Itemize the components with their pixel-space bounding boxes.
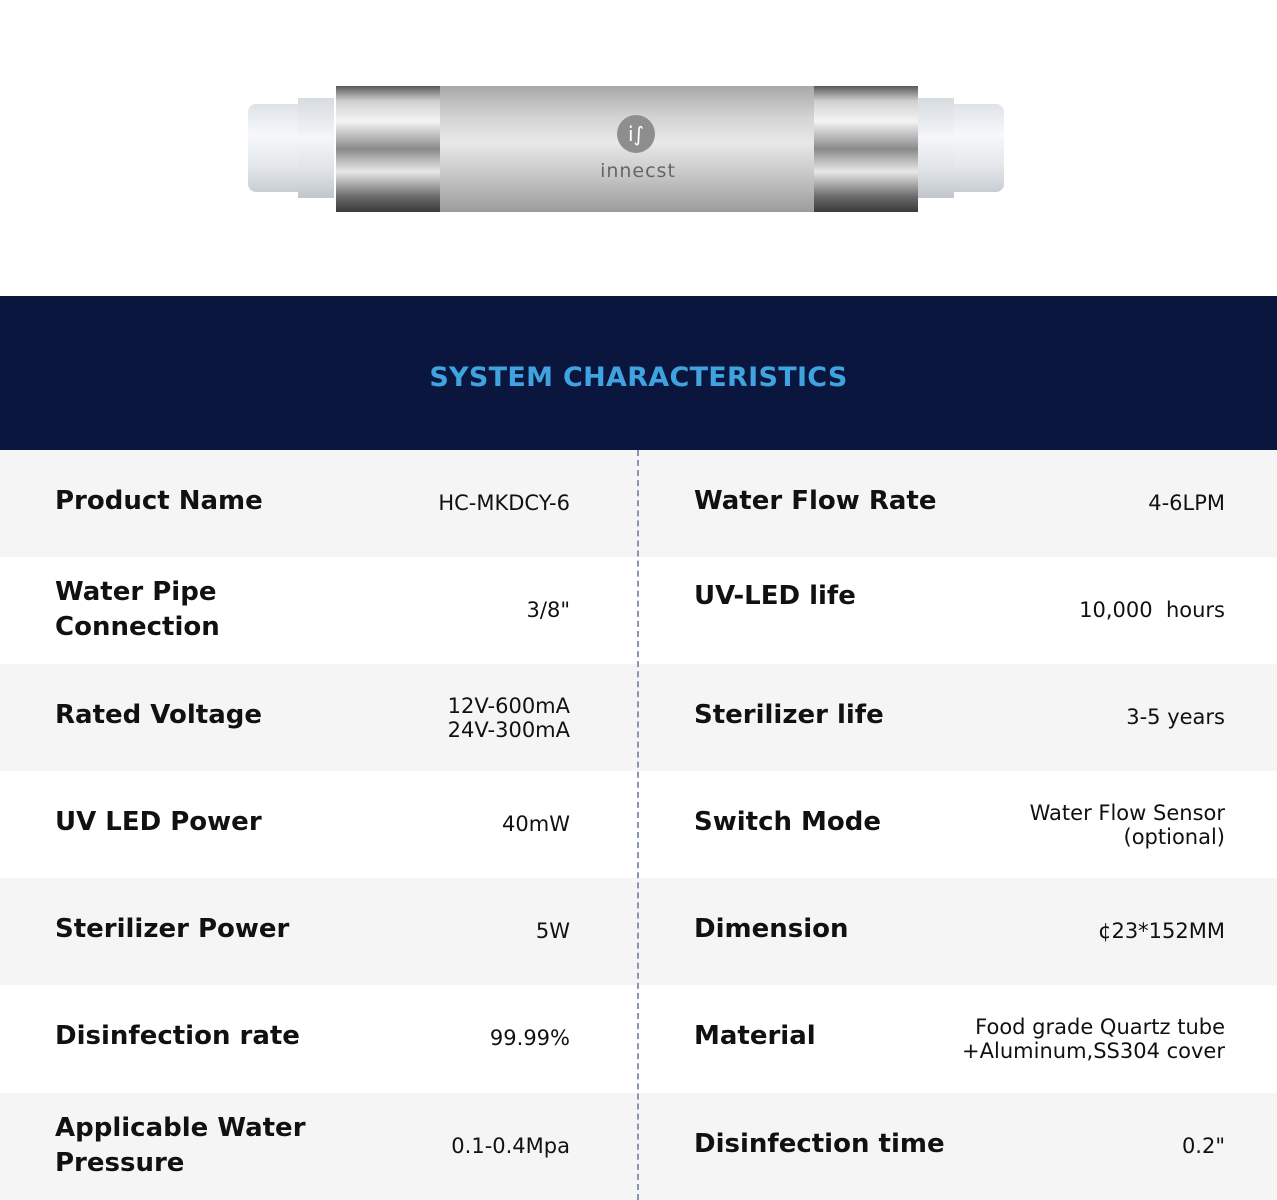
right-steel-band	[812, 86, 918, 212]
right-hex-nut	[918, 98, 954, 198]
spec-label: Sterilizer life	[694, 700, 884, 731]
spec-row: Water Pipe Connection 3/8" UV-LED life 10,0…	[0, 557, 1277, 664]
section-title: SYSTEM CHARACTERISTICS	[429, 362, 848, 393]
spec-value: 3/8"	[526, 598, 570, 623]
spec-row: UV LED Power 40mW Switch Mode Water Flow Se…	[0, 771, 1277, 878]
brand-logo-icon: i∫	[617, 115, 655, 153]
uv-sterilizer-product-image: i∫ innecst	[248, 86, 1004, 212]
spec-label: Disinfection rate	[55, 1021, 300, 1052]
spec-value: 0.1-0.4Mpa	[451, 1133, 570, 1158]
spec-value: ¢23*152MM	[1098, 919, 1225, 944]
spec-label: Switch Mode	[694, 807, 882, 838]
product-hero: i∫ innecst	[0, 0, 1277, 296]
left-steel-band	[336, 86, 442, 212]
spec-label: UV LED Power	[55, 807, 262, 838]
spec-label: Disinfection time	[694, 1128, 945, 1159]
spec-label: Material	[694, 1021, 816, 1052]
spec-value: Food grade Quartz tube +Aluminum,SS304 c…	[962, 1015, 1225, 1064]
left-hex-nut	[298, 98, 334, 198]
spec-value: 10,000 hours	[1079, 598, 1225, 623]
section-header: SYSTEM CHARACTERISTICS	[0, 296, 1277, 450]
column-divider	[637, 450, 639, 1200]
spec-value: 4-6LPM	[1148, 491, 1225, 515]
spec-row: Disinfection rate 99.99% Material Food grad…	[0, 985, 1277, 1092]
spec-label: Dimension	[694, 914, 849, 945]
spec-value: 5W	[535, 919, 570, 944]
spec-label: UV-LED life	[694, 581, 856, 612]
spec-label: Water Flow Rate	[694, 486, 937, 516]
spec-value: 99.99%	[489, 1026, 570, 1051]
brand-logo-text: innecst	[600, 160, 676, 182]
spec-label: Product Name	[55, 486, 263, 516]
spec-label: Rated Voltage	[55, 700, 262, 731]
spec-value: 0.2"	[1181, 1133, 1225, 1158]
spec-value: 40mW	[502, 812, 570, 837]
spec-value: 3-5 years	[1126, 705, 1225, 730]
spec-value: 12V-600mA 24V-300mA	[447, 694, 570, 743]
spec-label: Applicable Water Pressure	[55, 1112, 306, 1178]
spec-label: Water Pipe Connection	[55, 577, 220, 643]
spec-label: Sterilizer Power	[55, 914, 290, 945]
spec-value: HC-MKDCY-6	[438, 491, 570, 515]
spec-value: Water Flow Sensor (optional)	[1029, 801, 1225, 850]
